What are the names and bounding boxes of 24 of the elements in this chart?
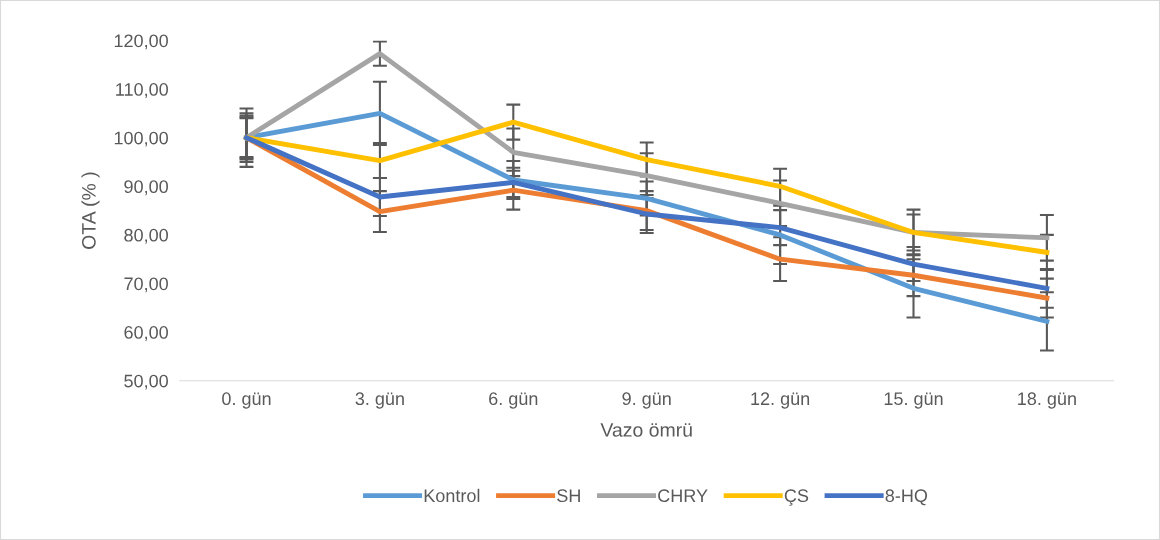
y-axis-title: OTA (% ): [81, 172, 100, 249]
y-tick-label: 80,00: [124, 228, 168, 244]
x-tick-label: 6. gün: [489, 392, 538, 409]
line-series: [244, 119, 1050, 255]
legend-label: CHRY: [658, 489, 708, 503]
legend-label: 8-HQ: [885, 489, 928, 506]
x-tick-label: 12. gün: [751, 392, 810, 409]
x-tick-label: 3. gün: [355, 392, 404, 409]
x-axis-title: Vazo ömrü: [600, 423, 692, 437]
x-tick-label: 9. gün: [622, 392, 671, 409]
y-tick-label: 60,00: [124, 326, 168, 341]
line-series: [244, 51, 1050, 241]
legend-label: SH: [557, 489, 580, 503]
y-tick-label: 120,00: [114, 34, 168, 50]
x-tick-label: 15. gün: [884, 392, 943, 409]
legend-label: ÇS: [784, 489, 809, 506]
y-tick-label: 100,00: [114, 131, 168, 147]
y-tick-label: 90,00: [124, 180, 168, 196]
y-tick-label: 50,00: [124, 374, 168, 390]
y-tick-label: 70,00: [124, 277, 168, 293]
x-tick-label: 0. gün: [222, 392, 271, 409]
y-tick-label: 110,00: [116, 83, 168, 98]
legend-label: Kontrol: [424, 488, 480, 503]
x-tick-label: 18. gün: [1018, 392, 1076, 409]
